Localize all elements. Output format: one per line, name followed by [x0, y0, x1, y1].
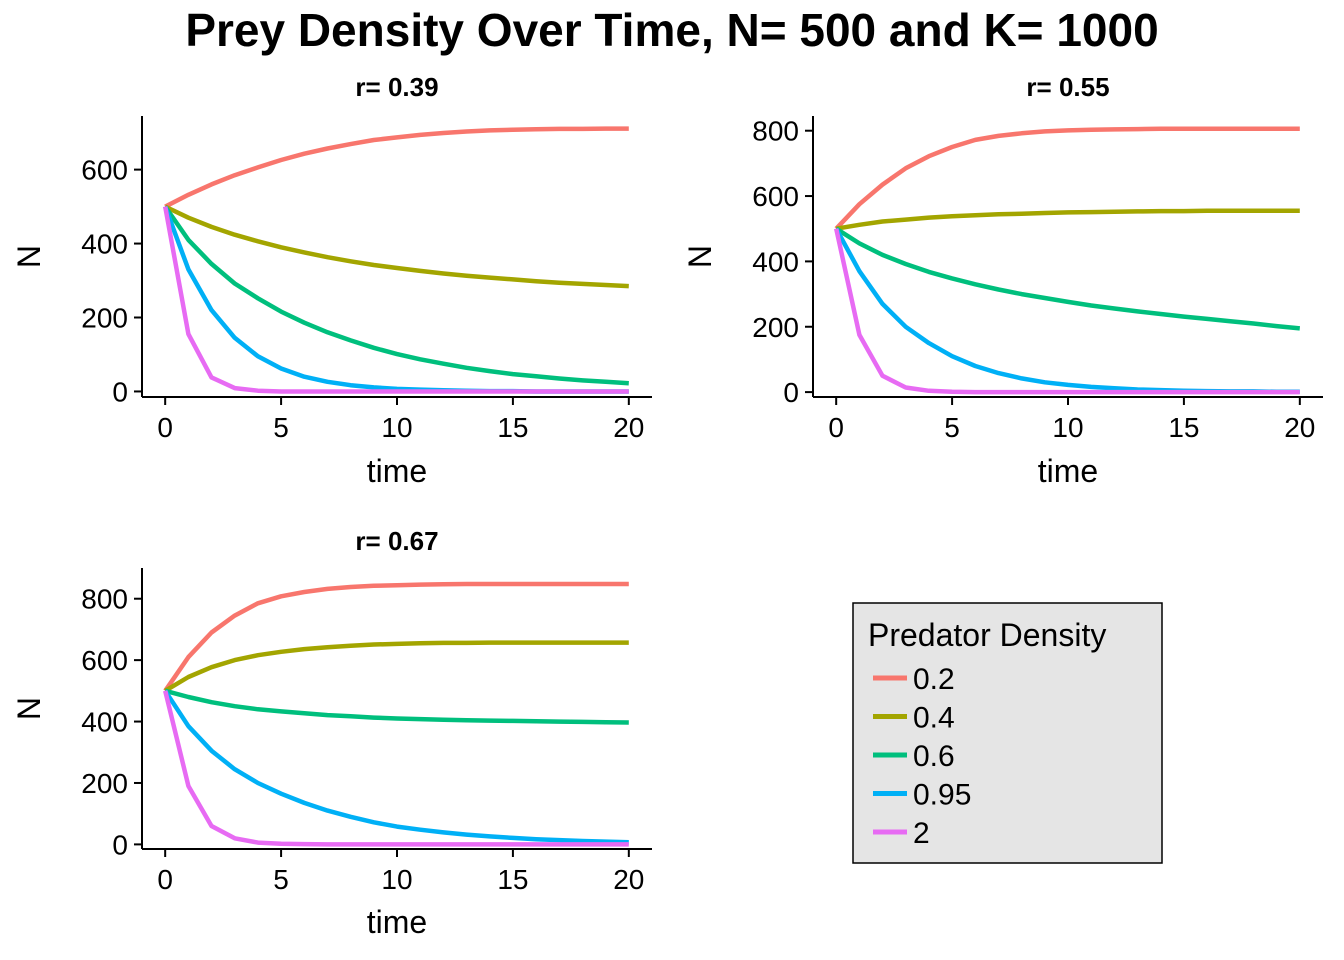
y-tick-label: 800	[752, 116, 799, 147]
series-line-0-6	[834, 226, 1301, 331]
panel-title: r= 0.39	[355, 72, 438, 102]
x-tick-label: 20	[613, 412, 644, 443]
y-tick-label: 400	[81, 229, 128, 260]
legend: Predator Density 0.2 0.4 0.6 0.95 2	[852, 602, 1163, 864]
y-tick-label: 0	[783, 377, 799, 408]
legend-label: 0.6	[913, 740, 955, 773]
legend-label: 0.2	[913, 663, 955, 696]
legend-title: Predator Density	[868, 617, 1106, 653]
legend-box	[852, 602, 1163, 864]
series-line-0-2	[163, 581, 629, 693]
x-tick-label: 5	[944, 412, 960, 443]
x-tick-label: 20	[613, 864, 644, 895]
y-tick-label: 400	[81, 707, 128, 738]
figure-title: Prey Density Over Time, N= 500 and K= 10…	[185, 4, 1159, 56]
y-tick-label: 0	[112, 376, 128, 407]
legend-items: 0.2 0.4 0.6 0.95 2	[873, 663, 971, 850]
legend-label: 0.95	[913, 779, 971, 812]
y-tick-label: 200	[752, 312, 799, 343]
x-tick-label: 15	[497, 864, 528, 895]
y-tick-label: 800	[81, 584, 128, 615]
x-axis-label: time	[367, 904, 427, 940]
x-tick-label: 10	[381, 412, 412, 443]
series-line-0-4	[835, 208, 1300, 231]
series-line-0-95	[834, 227, 1300, 395]
x-tick-label: 10	[381, 864, 412, 895]
panel-title: r= 0.67	[355, 526, 438, 556]
series-line-0-4	[164, 204, 629, 289]
y-tick-label: 600	[81, 645, 128, 676]
x-tick-label: 15	[1168, 412, 1199, 443]
y-tick-label: 200	[81, 303, 128, 334]
legend-label: 0.4	[913, 702, 955, 735]
x-tick-label: 15	[497, 412, 528, 443]
y-tick-label: 0	[112, 829, 128, 860]
series-line-0-6	[164, 688, 629, 725]
x-tick-label: 5	[273, 412, 289, 443]
panel-r-0-67: r= 0.67 0 200 400 600 800 0 5 10 15 20 time N	[11, 526, 652, 940]
legend-label: 2	[913, 817, 930, 850]
series-line-0-4	[164, 640, 629, 693]
y-axis-label: N	[11, 697, 47, 720]
y-tick-label: 400	[752, 246, 799, 277]
y-tick-label: 600	[81, 155, 128, 186]
y-axis-label: N	[682, 245, 718, 268]
panel-r-0-55: r= 0.55 0 200 400 600 800 0 5 10 15 20 time N	[682, 72, 1323, 489]
y-axis-label: N	[11, 245, 47, 268]
x-axis-label: time	[367, 453, 427, 489]
panel-title: r= 0.55	[1026, 72, 1109, 102]
series-line-0-95	[163, 689, 629, 845]
series-line-0-2	[164, 126, 629, 209]
y-tick-label: 200	[81, 768, 128, 799]
x-tick-label: 0	[157, 412, 173, 443]
panel-r-0-39: r= 0.39 0 200 400 600 0 5 10 15 20 time N	[11, 72, 652, 489]
y-tick-label: 600	[752, 181, 799, 212]
x-tick-label: 0	[828, 412, 844, 443]
x-tick-label: 10	[1052, 412, 1083, 443]
x-tick-label: 20	[1284, 412, 1315, 443]
x-tick-label: 5	[273, 864, 289, 895]
series-line-2	[834, 228, 1300, 395]
x-tick-label: 0	[157, 864, 173, 895]
x-axis-label: time	[1038, 453, 1098, 489]
